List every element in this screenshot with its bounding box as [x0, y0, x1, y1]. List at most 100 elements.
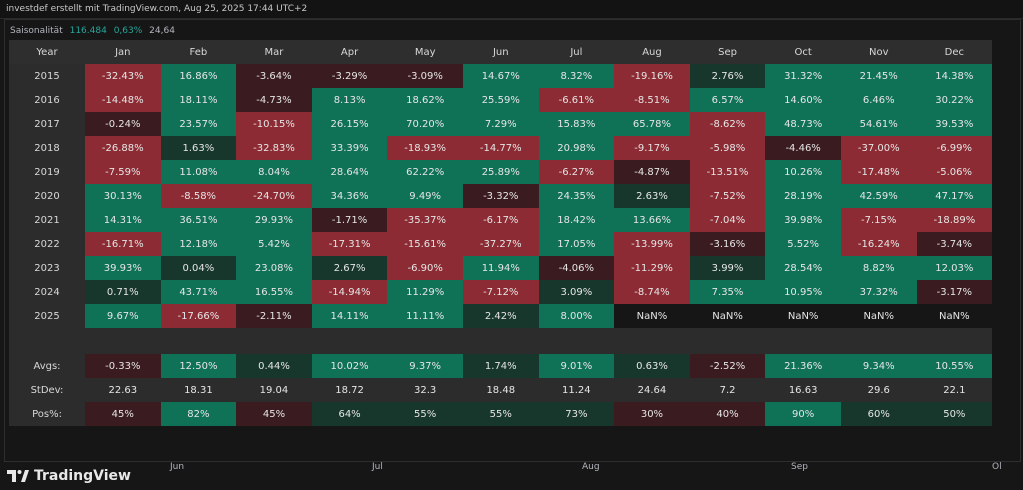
return-cell: 10.26% [765, 160, 841, 184]
return-cell: NaN% [614, 304, 690, 328]
stdev-row-cell: 11.24 [538, 378, 615, 402]
year-cell: 2024 [9, 280, 85, 304]
return-cell: 62.22% [387, 160, 463, 184]
return-cell: -15.61% [387, 232, 463, 256]
return-cell: -7.15% [840, 208, 917, 232]
return-cell: -6.90% [387, 256, 463, 280]
return-cell: 8.13% [311, 88, 388, 112]
time-axis[interactable]: Jun Jul Aug Sep Ol [10, 458, 1023, 480]
return-cell: 11.11% [387, 304, 463, 328]
table-row: 2023 39.93% 0.04% 23.08% 2.67% -6.90% 11.94% -4… [9, 256, 993, 280]
return-cell: NaN% [689, 304, 766, 328]
return-cell: 13.66% [614, 208, 690, 232]
return-cell: 16.86% [160, 64, 237, 88]
return-cell: -8.51% [614, 88, 690, 112]
return-cell: -7.04% [689, 208, 766, 232]
return-cell: -18.89% [916, 208, 993, 232]
top-caption-bar: investdef erstellt mit TradingView.com, … [0, 0, 1023, 19]
positive-ratio-row-cell: 30% [614, 402, 690, 426]
positive-ratio-row-cell: 45% [236, 402, 312, 426]
return-cell: -6.27% [538, 160, 615, 184]
return-cell: -32.83% [236, 136, 312, 160]
table-row: 2016 -14.48% 18.11% -4.73% 8.13% 18.62% 25.59%… [9, 88, 993, 112]
time-axis-label: Sep [791, 462, 808, 472]
return-cell: 8.04% [236, 160, 312, 184]
return-cell: -6.17% [462, 208, 539, 232]
return-cell: 33.39% [311, 136, 388, 160]
return-cell: 2.42% [462, 304, 539, 328]
positive-ratio-row-cell: 50% [916, 402, 993, 426]
stdev-row-cell: 32.3 [387, 378, 463, 402]
table-row: 2025 9.67% -17.66% -2.11% 14.11% 11.11% 2.42% 8… [9, 304, 993, 328]
year-cell: 2021 [9, 208, 85, 232]
indicator-value-1: 116.484 [69, 26, 107, 36]
indicator-name: Saisonalität [10, 26, 63, 36]
return-cell: -8.58% [160, 184, 237, 208]
return-cell: NaN% [765, 304, 841, 328]
stdev-row-cell: 22.63 [85, 378, 161, 402]
return-cell: 2.67% [311, 256, 388, 280]
return-cell: 37.32% [840, 280, 917, 304]
return-cell: 9.67% [85, 304, 161, 328]
tradingview-logo[interactable]: TradingView [7, 467, 131, 485]
stdev-row-cell: 24.64 [614, 378, 690, 402]
year-cell: 2022 [9, 232, 85, 256]
return-cell: 12.03% [916, 256, 993, 280]
return-cell: 47.17% [916, 184, 993, 208]
chart-pane[interactable]: Saisonalität 116.484 0,63% 24,64 Year Ja… [4, 19, 1021, 472]
averages-row-cell: 0.63% [614, 354, 690, 378]
indicator-legend[interactable]: Saisonalität 116.484 0,63% 24,64 [10, 26, 175, 36]
return-cell: -5.06% [916, 160, 993, 184]
return-cell: -14.77% [462, 136, 539, 160]
return-cell: -16.71% [85, 232, 161, 256]
return-cell: 39.93% [85, 256, 161, 280]
return-cell: -4.46% [765, 136, 841, 160]
return-cell: -4.87% [614, 160, 690, 184]
time-axis-label: Ol [992, 462, 1002, 472]
return-cell: 0.71% [85, 280, 161, 304]
return-cell: -0.24% [85, 112, 161, 136]
return-cell: 1.63% [160, 136, 237, 160]
table-row: 2021 14.31% 36.51% 29.93% -1.71% -35.37% -6.17… [9, 208, 993, 232]
averages-row-cell: -2.52% [689, 354, 766, 378]
return-cell: NaN% [916, 304, 993, 328]
return-cell: -17.66% [160, 304, 237, 328]
averages-row-cell: 10.55% [916, 354, 993, 378]
return-cell: -3.32% [462, 184, 539, 208]
return-cell: 8.82% [840, 256, 917, 280]
return-cell: -7.52% [689, 184, 766, 208]
positive-ratio-row-cell: 40% [689, 402, 766, 426]
year-cell: 2020 [9, 184, 85, 208]
time-axis-label: Jul [372, 462, 383, 472]
return-cell: 20.98% [538, 136, 615, 160]
stdev-row-cell: 19.04 [236, 378, 312, 402]
table-row: 2018 -26.88% 1.63% -32.83% 33.39% -18.93% -14.… [9, 136, 993, 160]
return-cell: 28.19% [765, 184, 841, 208]
year-cell: 2016 [9, 88, 85, 112]
return-cell: 28.54% [765, 256, 841, 280]
return-cell: -16.24% [840, 232, 917, 256]
return-cell: 25.59% [462, 88, 539, 112]
table-row: 2019 -7.59% 11.08% 8.04% 28.64% 62.22% 25.89% -… [9, 160, 993, 184]
time-axis-label: Jun [170, 462, 185, 472]
return-cell: 16.55% [236, 280, 312, 304]
year-column-header: Year [9, 40, 85, 64]
table-row: 2017 -0.24% 23.57% -10.15% 26.15% 70.20% 7.29%… [9, 112, 993, 136]
return-cell: 21.45% [840, 64, 917, 88]
tradingview-brand: TradingView [34, 468, 131, 484]
return-cell: 14.60% [765, 88, 841, 112]
return-cell: 3.09% [538, 280, 615, 304]
return-cell: -24.70% [236, 184, 312, 208]
return-cell: 24.35% [538, 184, 615, 208]
return-cell: -19.16% [614, 64, 690, 88]
return-cell: -2.11% [236, 304, 312, 328]
return-cell: 31.32% [765, 64, 841, 88]
return-cell: -11.29% [614, 256, 690, 280]
return-cell: -3.74% [916, 232, 993, 256]
return-cell: 11.08% [160, 160, 237, 184]
stdev-row-cell: 29.6 [840, 378, 917, 402]
positive-ratio-row-cell: 73% [538, 402, 615, 426]
averages-row-cell: -0.33% [85, 354, 161, 378]
return-cell: -17.31% [311, 232, 388, 256]
return-cell: 39.53% [916, 112, 993, 136]
